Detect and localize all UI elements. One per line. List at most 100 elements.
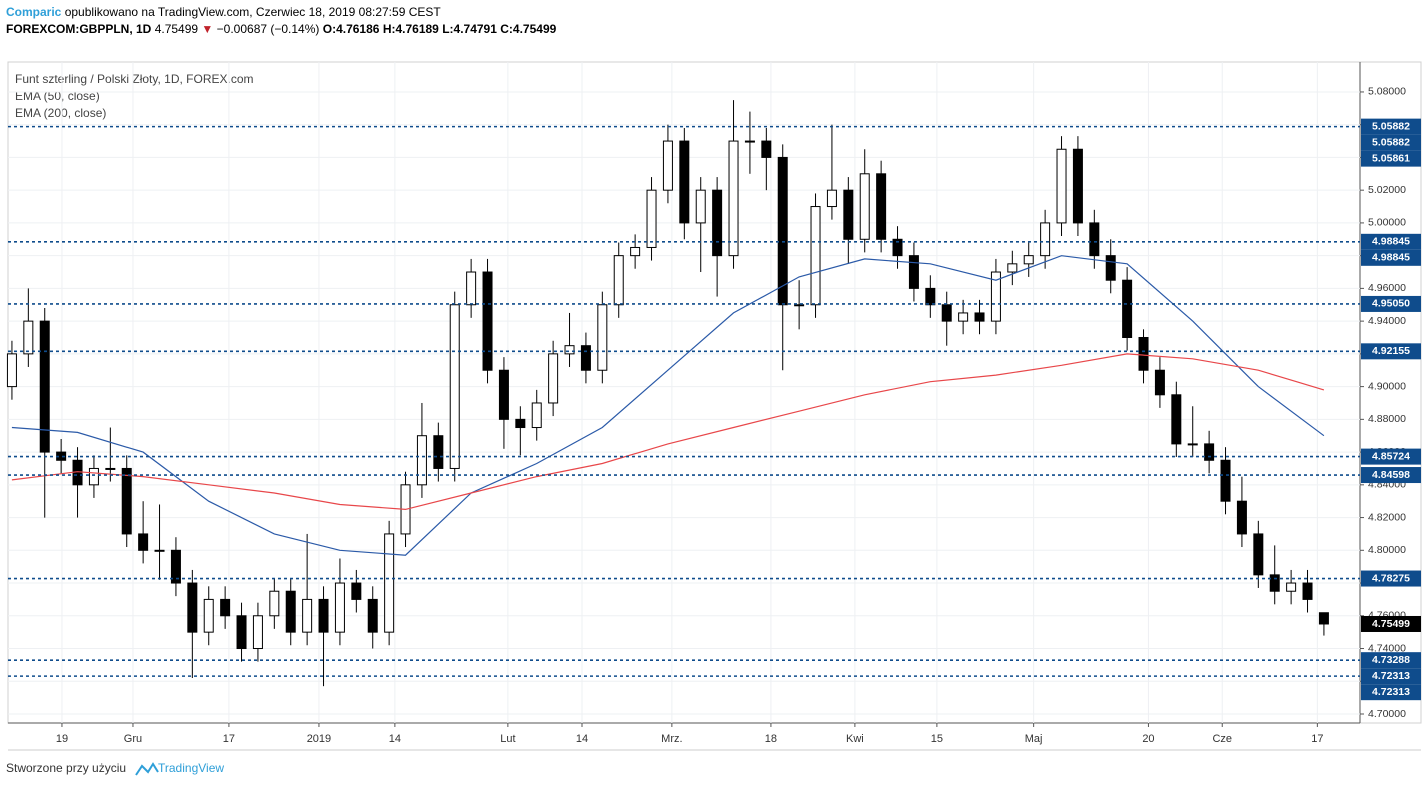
x-tick-label: 14 xyxy=(389,733,401,745)
y-tick-label: 4.74000 xyxy=(1368,642,1406,654)
ohlc-close: C:4.75499 xyxy=(500,22,557,36)
candle-down xyxy=(761,140,772,158)
x-tick-label: Gru xyxy=(124,733,142,745)
candle-up xyxy=(744,140,755,143)
y-tick-label: 4.88000 xyxy=(1368,413,1406,425)
price-label-box xyxy=(1361,118,1421,135)
candle-up xyxy=(88,467,99,486)
y-tick-label: 5.08000 xyxy=(1368,86,1406,98)
x-tick-label: 15 xyxy=(931,733,943,745)
y-tick-label: 4.82000 xyxy=(1368,511,1406,523)
price-label: 5.05882 xyxy=(1372,120,1410,132)
legend-ema50: EMA (50, close) xyxy=(15,89,100,103)
ohlc-low: L:4.74791 xyxy=(442,22,497,36)
ema-line xyxy=(11,353,1325,511)
published: opublikowano na TradingView.com, Czerwie… xyxy=(64,5,441,19)
last: 4.75499 xyxy=(154,22,199,36)
candle-down xyxy=(892,238,903,257)
candle-down xyxy=(236,615,247,650)
quote-line: FOREXCOM:GBPPLN, 1D 4.75499 ▼ −0.00687 (… xyxy=(6,22,556,36)
candle-up xyxy=(1040,222,1051,257)
x-tick-label: Lut xyxy=(500,733,515,745)
candle-up xyxy=(613,255,624,306)
candle-up xyxy=(548,353,559,404)
candle-up xyxy=(416,435,427,486)
candle-up xyxy=(826,189,837,208)
price-label-box xyxy=(1361,652,1421,669)
x-tick-label: Mrz. xyxy=(661,733,682,745)
candle-down xyxy=(908,255,919,289)
candle-down xyxy=(876,173,887,240)
y-tick-label: 5.02000 xyxy=(1368,184,1406,196)
candle-down xyxy=(843,189,854,240)
price-label: 4.84598 xyxy=(1372,469,1410,481)
chart: Funt szterling / Polski Złoty, 1D, FOREX… xyxy=(6,61,1422,776)
price-label: 5.05861 xyxy=(1372,152,1410,164)
candle-up xyxy=(334,582,345,633)
candle-up xyxy=(1286,582,1297,592)
candle-up xyxy=(384,533,395,633)
candle-down xyxy=(121,467,132,535)
x-tick-label: 14 xyxy=(576,733,588,745)
ohlc-open: O:4.76186 xyxy=(322,22,380,36)
price-label-box xyxy=(1361,684,1421,701)
price-label: 4.73288 xyxy=(1372,654,1410,666)
candle-up xyxy=(1023,255,1034,265)
price-label: 4.92155 xyxy=(1372,345,1410,357)
candle-up xyxy=(23,320,34,355)
candle-up xyxy=(466,271,477,306)
candle-down xyxy=(679,140,690,224)
x-tick-label: 17 xyxy=(1311,733,1323,745)
ema-line xyxy=(11,255,1325,556)
y-tick-label: 4.96000 xyxy=(1368,282,1406,294)
arrow: ▼ xyxy=(201,22,214,36)
grid xyxy=(8,62,1360,723)
candle-up xyxy=(597,304,608,371)
candle-down xyxy=(1220,459,1231,502)
candle-up xyxy=(662,140,673,191)
price-label-box xyxy=(1361,134,1421,151)
publish-line: Comparic opublikowano na TradingView.com… xyxy=(6,5,441,19)
change: −0.00687 (−0.14%) xyxy=(216,22,320,36)
candle-down xyxy=(974,312,985,322)
candle-up xyxy=(105,467,116,470)
price-label: 4.72313 xyxy=(1372,686,1410,698)
candle-down xyxy=(1253,533,1264,576)
author[interactable]: Comparic xyxy=(6,5,62,19)
y-tick-label: 5.00000 xyxy=(1368,217,1406,229)
price-label-box xyxy=(1361,233,1421,250)
candle-down xyxy=(925,287,936,306)
x-tick-label: Maj xyxy=(1025,733,1043,745)
candle-up xyxy=(564,345,575,355)
candle-down xyxy=(367,598,378,633)
candle-down xyxy=(1089,222,1100,257)
candle-up xyxy=(1007,263,1018,273)
candle-up xyxy=(810,206,821,306)
price-label-box xyxy=(1361,249,1421,266)
price-label: 4.98845 xyxy=(1372,236,1410,248)
chart-title: Funt szterling / Polski Złoty, 1D, FOREX… xyxy=(15,72,254,86)
candle-down xyxy=(941,304,952,322)
x-tick-label: 2019 xyxy=(307,733,331,745)
price-label: 4.72313 xyxy=(1372,670,1410,682)
x-tick-label: 17 xyxy=(223,733,235,745)
candle-down xyxy=(39,320,50,453)
price-label-box xyxy=(1361,448,1421,465)
candle-up xyxy=(794,304,805,307)
price-label: 4.85724 xyxy=(1372,450,1410,462)
price-label-box xyxy=(1361,668,1421,685)
footer-brand[interactable]: TradingView xyxy=(158,761,224,775)
candle-down xyxy=(170,549,181,584)
candle-down xyxy=(1204,443,1215,461)
candle-down xyxy=(1105,255,1116,281)
y-tick-label: 4.80000 xyxy=(1368,544,1406,556)
candle-up xyxy=(6,353,17,388)
candle-up xyxy=(646,189,657,248)
candle-down xyxy=(515,418,526,429)
x-tick-label: Cze xyxy=(1212,733,1232,745)
candle-up xyxy=(1056,148,1067,224)
candle-down xyxy=(220,598,231,617)
price-label-box xyxy=(1361,570,1421,587)
price-label: 5.05882 xyxy=(1372,136,1410,148)
symbol: FOREXCOM:GBPPLN, 1D xyxy=(6,22,152,36)
